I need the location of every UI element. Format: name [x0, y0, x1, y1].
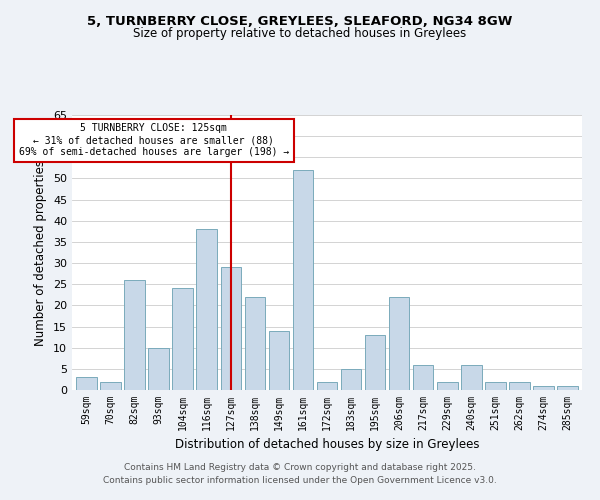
- Bar: [269, 331, 289, 390]
- Text: 5 TURNBERRY CLOSE: 125sqm
← 31% of detached houses are smaller (88)
69% of semi-: 5 TURNBERRY CLOSE: 125sqm ← 31% of detac…: [19, 124, 289, 156]
- Bar: [437, 382, 458, 390]
- Bar: [148, 348, 169, 390]
- Bar: [557, 386, 578, 390]
- Bar: [221, 268, 241, 390]
- Bar: [293, 170, 313, 390]
- Bar: [341, 369, 361, 390]
- Bar: [100, 382, 121, 390]
- Bar: [365, 335, 385, 390]
- Text: Contains HM Land Registry data © Crown copyright and database right 2025.
Contai: Contains HM Land Registry data © Crown c…: [103, 464, 497, 485]
- Bar: [76, 378, 97, 390]
- X-axis label: Distribution of detached houses by size in Greylees: Distribution of detached houses by size …: [175, 438, 479, 452]
- Text: 5, TURNBERRY CLOSE, GREYLEES, SLEAFORD, NG34 8GW: 5, TURNBERRY CLOSE, GREYLEES, SLEAFORD, …: [88, 15, 512, 28]
- Bar: [413, 364, 433, 390]
- Bar: [172, 288, 193, 390]
- Y-axis label: Number of detached properties: Number of detached properties: [34, 160, 47, 346]
- Bar: [509, 382, 530, 390]
- Bar: [461, 364, 482, 390]
- Bar: [533, 386, 554, 390]
- Text: Size of property relative to detached houses in Greylees: Size of property relative to detached ho…: [133, 28, 467, 40]
- Bar: [485, 382, 506, 390]
- Bar: [245, 297, 265, 390]
- Bar: [317, 382, 337, 390]
- Bar: [124, 280, 145, 390]
- Bar: [196, 229, 217, 390]
- Bar: [389, 297, 409, 390]
